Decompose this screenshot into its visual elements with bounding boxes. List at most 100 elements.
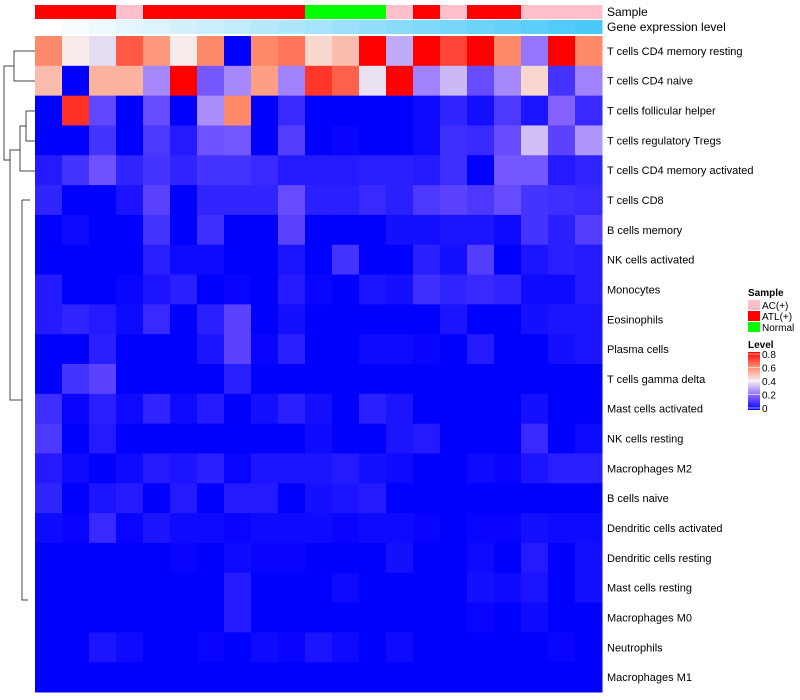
heatmap-cell — [170, 513, 198, 544]
heatmap-cell — [521, 572, 549, 604]
heatmap-cell — [494, 542, 522, 574]
heatmap-cell — [386, 274, 414, 305]
level-tick-label: 0.6 — [762, 364, 776, 375]
heatmap-cell — [62, 95, 90, 126]
heatmap-cell — [386, 244, 414, 276]
heatmap-cell — [197, 542, 225, 574]
heatmap-cell — [548, 483, 576, 514]
heatmap-cell — [305, 662, 333, 693]
heatmap-cell — [116, 513, 144, 544]
heatmap-cell — [278, 334, 306, 365]
heatmap-cell — [521, 95, 549, 126]
heatmap-cell — [35, 304, 63, 335]
heatmap-cell — [170, 364, 198, 395]
heatmap-cell — [197, 662, 225, 693]
heatmap-cell — [35, 95, 63, 126]
heatmap-cell — [548, 632, 576, 663]
heatmap-cell — [251, 185, 279, 216]
heatmap-cell — [224, 662, 252, 693]
level-tick-label: 0.2 — [762, 391, 776, 402]
heatmap-cell — [521, 274, 549, 305]
heatmap-cell — [386, 572, 414, 604]
heatmap-cell — [116, 244, 144, 276]
heatmap-cell — [35, 244, 63, 276]
heatmap-cell — [143, 542, 171, 574]
heatmap-cell — [62, 662, 90, 693]
legend-label: AC(+) — [762, 301, 788, 312]
heatmap-cell — [251, 36, 279, 67]
heatmap-cell — [116, 364, 144, 395]
heatmap-cell — [35, 65, 63, 97]
heatmap-cell — [197, 244, 225, 276]
row-label: Dendritic cells activated — [607, 523, 723, 535]
heatmap-cell — [116, 542, 144, 574]
heatmap-cell — [359, 602, 387, 633]
heatmap-cell — [359, 572, 387, 604]
gene-expression-annotation-cell — [494, 20, 522, 34]
heatmap-cell — [197, 334, 225, 365]
heatmap-cell — [332, 423, 360, 454]
heatmap-cell — [143, 185, 171, 216]
heatmap-cell — [440, 364, 468, 395]
heatmap-cell — [332, 185, 360, 216]
heatmap-cell — [467, 572, 495, 604]
sample-annotation-cell — [575, 5, 603, 19]
heatmap-cell — [413, 95, 441, 126]
heatmap-cell — [35, 453, 63, 484]
row-label: Monocytes — [607, 284, 661, 296]
heatmap-cell — [62, 423, 90, 454]
heatmap-cell — [521, 155, 549, 186]
heatmap-cell — [89, 483, 117, 514]
heatmap-cell — [89, 542, 117, 574]
heatmap-cell — [89, 364, 117, 395]
heatmap-cell — [521, 334, 549, 365]
row-label: T cells gamma delta — [607, 374, 706, 386]
heatmap-cell — [413, 662, 441, 693]
heatmap-cell — [359, 393, 387, 425]
heatmap-cell — [35, 36, 63, 67]
sample-annotation-cell — [35, 5, 63, 19]
heatmap-cell — [332, 274, 360, 305]
heatmap-cell — [413, 632, 441, 663]
heatmap-cell — [359, 453, 387, 484]
heatmap-cell — [224, 364, 252, 395]
heatmap-cell — [548, 572, 576, 604]
heatmap-cell — [197, 483, 225, 514]
row-label: T cells CD4 memory activated — [607, 165, 754, 177]
heatmap-cell — [413, 125, 441, 156]
heatmap-cell — [224, 125, 252, 156]
heatmap-cell — [251, 125, 279, 156]
row-label: Mast cells resting — [607, 583, 692, 595]
heatmap-cell — [575, 214, 603, 246]
heatmap-cell — [413, 244, 441, 276]
gene-expression-annotation-cell — [251, 20, 279, 34]
heatmap-cell — [440, 423, 468, 454]
heatmap-cell — [359, 125, 387, 156]
heatmap-cell — [548, 244, 576, 276]
gene-expression-annotation-cell — [143, 20, 171, 34]
heatmap-cell — [467, 214, 495, 246]
row-dendrogram — [3, 50, 35, 601]
heatmap-cell — [116, 662, 144, 693]
heatmap-cell — [467, 453, 495, 484]
heatmap-cell — [332, 542, 360, 574]
sample-annotation-cell — [332, 5, 360, 19]
heatmap-cell — [332, 65, 360, 97]
row-label: Dendritic cells resting — [607, 553, 712, 565]
heatmap-cell — [278, 513, 306, 544]
heatmap-cell — [440, 244, 468, 276]
heatmap-cell — [494, 334, 522, 365]
heatmap-cell — [305, 513, 333, 544]
heatmap-cell — [494, 274, 522, 305]
heatmap-cell — [467, 393, 495, 425]
legend-level-title: Level — [748, 340, 774, 351]
heatmap-cell — [251, 542, 279, 574]
heatmap-cell — [224, 423, 252, 454]
heatmap-cell — [143, 155, 171, 186]
heatmap-cell — [548, 214, 576, 246]
heatmap-cell — [143, 453, 171, 484]
heatmap-cell — [332, 393, 360, 425]
heatmap-cell — [359, 542, 387, 574]
heatmap-cell — [35, 602, 63, 633]
heatmap-cell — [440, 36, 468, 67]
